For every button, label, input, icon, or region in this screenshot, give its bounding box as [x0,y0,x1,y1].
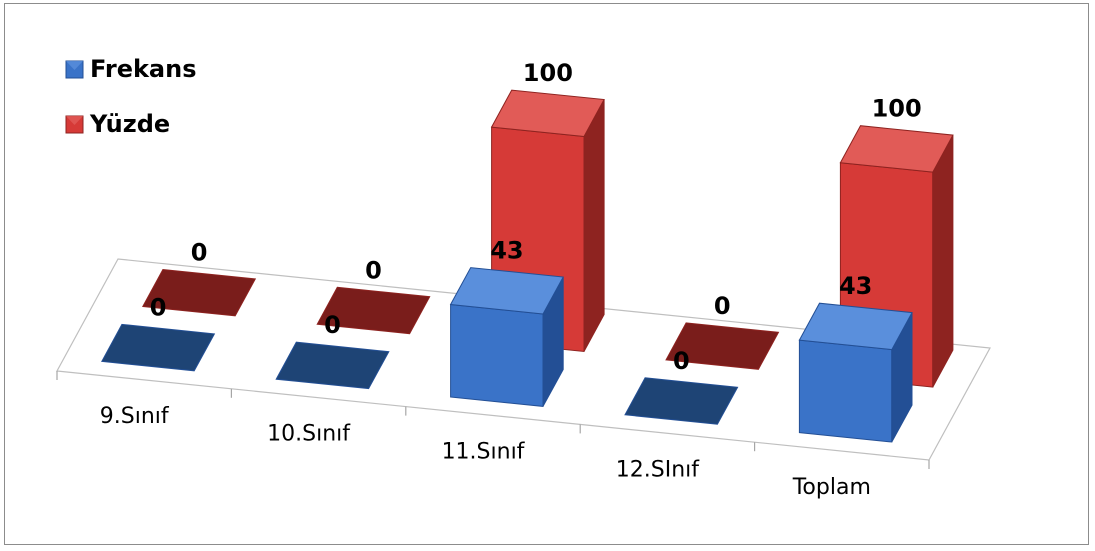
bar-yüzde-side [583,99,605,352]
bar-frekans-flat [624,377,739,425]
bar-frekans-front [450,303,544,407]
category-label: 11.Sınıf [442,440,526,465]
data-label: 0 [150,293,167,321]
bar-frekans-flat [101,323,216,372]
bar-yüzde-flat [142,268,257,317]
bar-frekans-front [798,339,893,443]
legend-label-yüzde: Yüzde [89,110,170,138]
legend-swatch-shade [66,116,83,125]
bar-frekans-flat [275,341,390,390]
bar-yüzde-top [490,89,605,138]
data-label: 43 [839,272,872,300]
data-label: 0 [365,256,382,284]
legend: Frekans Yüzde [65,55,197,138]
data-label: 0 [714,292,731,320]
category-label: 9.Sınıf [100,404,170,429]
legend-swatch-shade [66,61,83,70]
data-label: 0 [324,311,341,339]
category-label: 10.Sınıf [267,422,351,447]
data-label: 0 [673,347,690,375]
category-label: Toplam [792,475,871,500]
bar-yüzde-side [932,134,954,388]
bar-yüzde-flat [665,322,780,370]
legend-label-frekans: Frekans [90,55,197,83]
data-label: 0 [191,238,208,266]
category-label: 12.SInıf [616,457,700,482]
bar-frekans-top [449,267,564,315]
chart-bars [101,89,954,443]
bar-frekans-top [798,302,913,351]
chart-labels: 9.Sınıf10.Sınıf11.Sınıf12.SInıfToplam001… [100,59,922,500]
data-label: 43 [490,237,523,265]
bar-yüzde-top [839,125,954,173]
bar-yüzde-flat [316,286,431,335]
data-label: 100 [872,95,922,123]
data-label: 100 [523,59,573,87]
